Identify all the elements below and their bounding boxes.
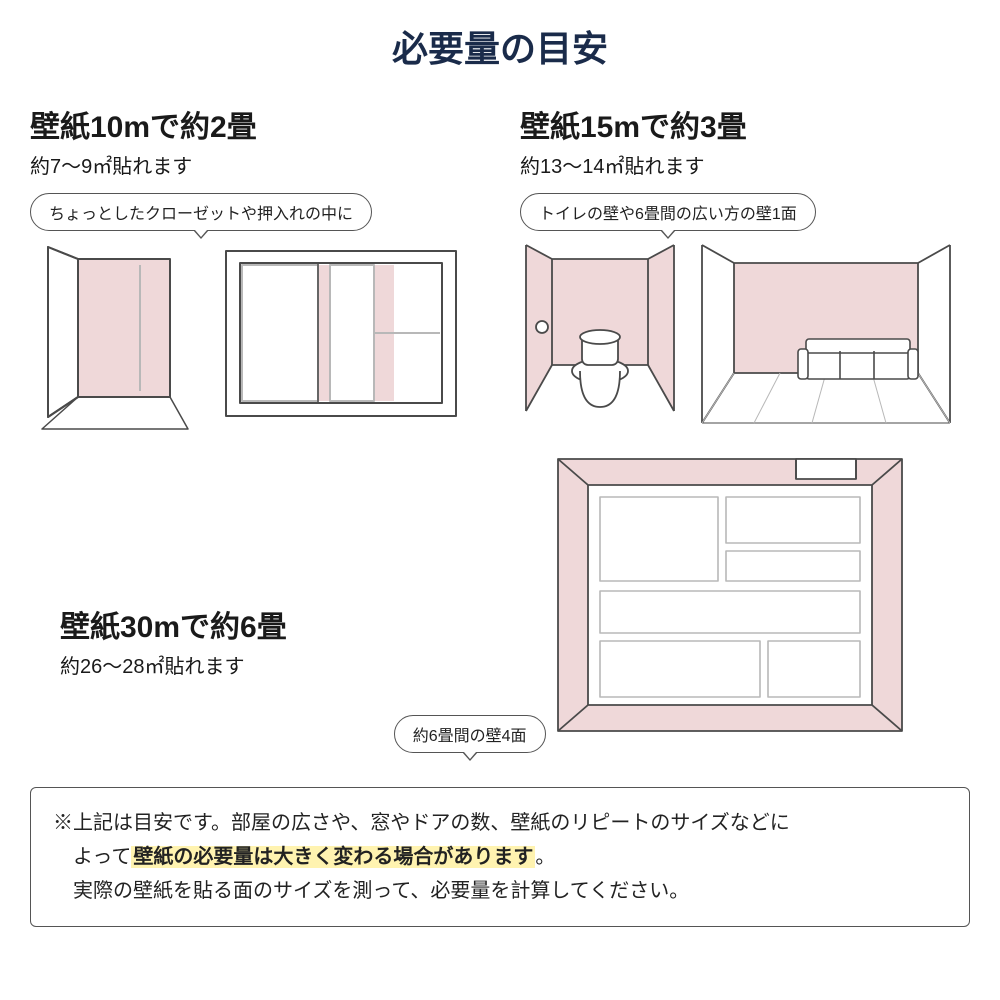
section-30m: 壁紙30mで約6畳 約26～28㎡貼れます 約6畳間の壁4面 bbox=[30, 451, 970, 763]
section-30m-heading: 壁紙30mで約6畳 bbox=[60, 602, 287, 646]
section-10m: 壁紙10mで約2畳 約7～9㎡貼れます ちょっとしたクローゼットや押入れの中に bbox=[30, 102, 480, 431]
section-30m-sub: 約26～28㎡貼れます bbox=[60, 650, 287, 679]
oshiire-illustration bbox=[216, 241, 466, 431]
section-15m-heading: 壁紙15mで約3畳 bbox=[520, 102, 970, 146]
section-10m-illus bbox=[30, 241, 480, 431]
note-line1: ※上記は目安です。部屋の広さや、窓やドアの数、壁紙のリピートのサイズなどに bbox=[53, 806, 947, 840]
section-15m-callout: トイレの壁や6畳間の広い方の壁1面 bbox=[520, 193, 816, 231]
section-10m-callout: ちょっとしたクローゼットや押入れの中に bbox=[30, 193, 372, 231]
note-line3-text: 実際の壁紙を貼る面のサイズを測って、必要量を計算してください。 bbox=[73, 880, 689, 902]
room-plan-illustration bbox=[550, 451, 910, 741]
top-sections: 壁紙10mで約2畳 約7～9㎡貼れます ちょっとしたクローゼットや押入れの中に bbox=[30, 102, 970, 431]
section-30m-callout: 約6畳間の壁4面 bbox=[394, 715, 546, 753]
section-10m-heading: 壁紙10mで約2畳 bbox=[30, 102, 480, 146]
section-15m-sub: 約13～14㎡貼れます bbox=[520, 150, 970, 179]
room-wall-illustration bbox=[696, 241, 956, 431]
note-box: ※上記は目安です。部屋の広さや、窓やドアの数、壁紙のリピートのサイズなどに よっ… bbox=[30, 787, 970, 927]
note-line2-prefix: よって bbox=[73, 846, 131, 868]
note-line2-suffix: 。 bbox=[535, 846, 555, 868]
section-30m-text: 壁紙30mで約6畳 約26～28㎡貼れます bbox=[30, 522, 287, 693]
note-line3: 実際の壁紙を貼る面のサイズを測って、必要量を計算してください。 bbox=[53, 874, 947, 908]
note-line2: よって壁紙の必要量は大きく変わる場合があります。 bbox=[53, 840, 947, 874]
section-30m-illus: 約6畳間の壁4面 bbox=[394, 451, 970, 763]
closet-illustration bbox=[30, 241, 200, 431]
toilet-illustration bbox=[520, 241, 680, 431]
section-15m-illus bbox=[520, 241, 970, 431]
note-line2-highlight: 壁紙の必要量は大きく変わる場合があります bbox=[131, 846, 535, 868]
section-10m-sub: 約7～9㎡貼れます bbox=[30, 150, 480, 179]
page-title: 必要量の目安 bbox=[30, 20, 970, 72]
section-15m: 壁紙15mで約3畳 約13～14㎡貼れます トイレの壁や6畳間の広い方の壁1面 bbox=[520, 102, 970, 431]
